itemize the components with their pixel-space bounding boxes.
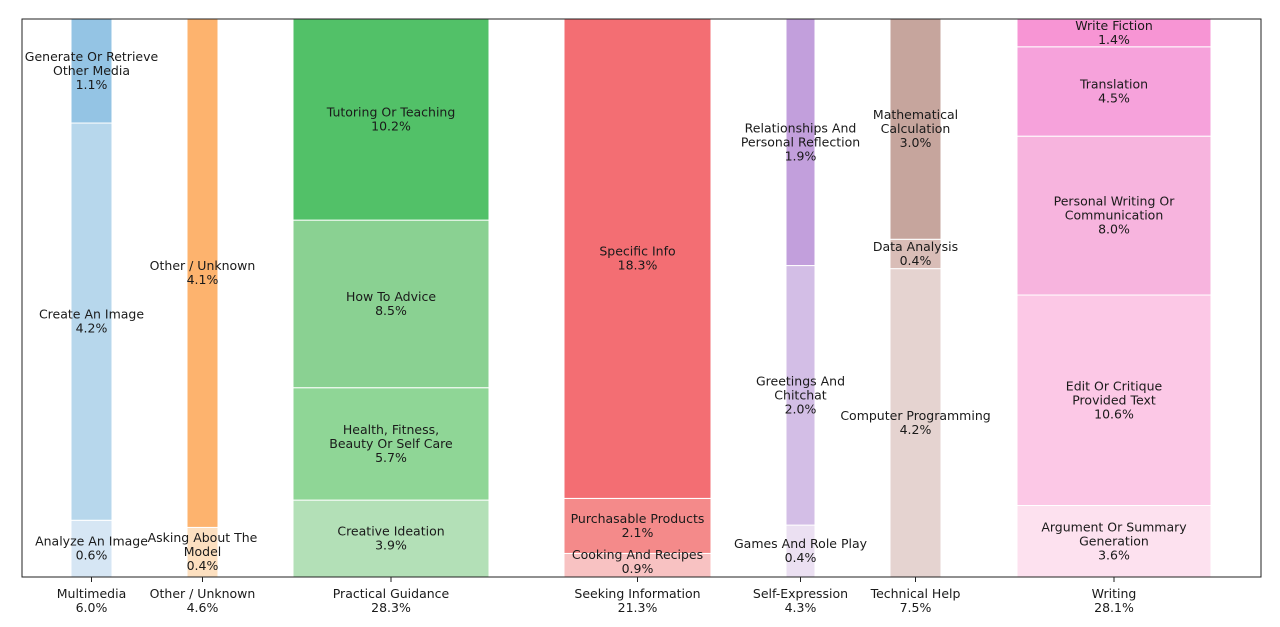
x-axis: Multimedia 6.0% Other / Unknown 4.6% Practic… [57, 577, 1137, 615]
segment-percent: 2.1% [622, 525, 654, 540]
category-total: 28.1% [1094, 600, 1134, 615]
segment-label-cooking-and-recipes: Cooking And Recipes 0.9% [572, 547, 703, 576]
segment-percent: 2.0% [785, 401, 817, 416]
segment-label-analyze-an-image: Analyze An Image 0.6% [35, 534, 148, 563]
category-label-other-unknown: Other / Unknown 4.6% [150, 586, 256, 615]
segment-label-asking-about-the-model: Asking About The Model 0.4% [148, 530, 258, 573]
bar-segment-practical-guidance-creative-ideation [292, 499, 490, 578]
bar-segment-other-unknown-other-unknown [186, 18, 219, 528]
segment-percent: 4.2% [900, 422, 932, 437]
segment-percent: 18.3% [618, 258, 658, 273]
bar-segment-writing-translation [1016, 46, 1212, 137]
segment-label-other-unknown: Other / Unknown 4.1% [150, 258, 256, 287]
segment-label-mathematical-calculation: Mathematical Calculation 3.0% [873, 107, 958, 150]
category-label-multimedia: Multimedia 6.0% [57, 586, 127, 615]
category-total: 6.0% [76, 600, 108, 615]
category-total: 7.5% [900, 600, 932, 615]
category-label-technical-help: Technical Help 7.5% [870, 586, 961, 615]
segment-percent: 0.4% [785, 550, 817, 565]
segment-percent: 4.2% [76, 321, 108, 336]
bar-segment-multimedia-analyze-an-image [70, 519, 113, 578]
category-total: 28.3% [371, 600, 411, 615]
segment-percent: 3.9% [375, 538, 407, 553]
plot-frame [21, 18, 1262, 578]
bar-segment-writing-argument-or-summary-generation [1016, 505, 1212, 578]
bar-segment-self-expression-relationships-and-personal-reflection [785, 18, 816, 267]
bar-segment-seeking-information-specific-info [563, 18, 712, 499]
segment-percent: 0.4% [900, 253, 932, 268]
segment-label-translation: Translation 4.5% [1079, 76, 1148, 105]
bar-segment-multimedia-create-an-image [70, 122, 113, 521]
bar-segment-technical-help-data-analysis [889, 238, 942, 270]
segment-label-health-fitness-beauty-or-self-care: Health, Fitness, Beauty Or Self Care 5.7% [329, 422, 453, 465]
segment-label-purchasable-products: Purchasable Products 2.1% [571, 511, 705, 540]
bar-segment-writing-edit-or-critique-provided-text [1016, 294, 1212, 507]
segment-percent: 1.1% [76, 77, 108, 92]
category-label-seeking-information: Seeking Information 21.3% [574, 586, 700, 615]
bar-segment-practical-guidance-health-fitness-beauty-or-self-care [292, 387, 490, 501]
segment-percent: 3.0% [900, 135, 932, 150]
segment-label-specific-info: Specific Info 18.3% [599, 244, 675, 273]
segment-label-computer-programming: Computer Programming 4.2% [840, 408, 990, 437]
segment-label-creative-ideation: Creative Ideation 3.9% [337, 524, 444, 553]
segment-percent: 1.4% [1098, 32, 1130, 47]
segment-percent: 10.2% [371, 119, 411, 134]
category-label-writing: Writing 28.1% [1092, 586, 1137, 615]
category-total: 4.6% [187, 600, 219, 615]
segment-percent: 3.6% [1098, 547, 1130, 562]
segment-label-how-to-advice: How To Advice 8.5% [346, 289, 436, 318]
category-total: 21.3% [618, 600, 658, 615]
segment-percent: 8.0% [1098, 222, 1130, 237]
segment-percent: 0.9% [622, 561, 654, 576]
bar-segment-practical-guidance-how-to-advice [292, 219, 490, 389]
bar-segment-writing-personal-writing-or-communication [1016, 135, 1212, 296]
bars-layer [70, 18, 1212, 578]
segment-percent: 0.4% [187, 558, 219, 573]
segment-label-relationships-and-personal-reflection: Relationships And Personal Reflection 1.9% [741, 120, 860, 163]
segment-label-generate-or-retrieve-other-media: Generate Or Retrieve Other Media 1.1% [25, 49, 159, 92]
segment-percent: 10.6% [1094, 406, 1134, 421]
segment-label-edit-or-critique-provided-text: Edit Or Critique Provided Text 10.6% [1066, 378, 1163, 421]
bar-segment-technical-help-computer-programming [889, 268, 942, 578]
segment-percent: 1.9% [785, 148, 817, 163]
segment-percent: 0.6% [76, 548, 108, 563]
segment-label-write-fiction: Write Fiction 1.4% [1075, 18, 1153, 47]
category-label-self-expression: Self-Expression 4.3% [753, 586, 848, 615]
segment-percent: 4.5% [1098, 90, 1130, 105]
segment-percent: 5.7% [375, 450, 407, 465]
segment-label-games-and-role-play: Games And Role Play 0.4% [734, 536, 868, 565]
segment-label-tutoring-or-teaching: Tutoring Or Teaching 10.2% [326, 105, 456, 134]
segment-label-argument-or-summary-generation: Argument Or Summary Generation 3.6% [1041, 519, 1187, 562]
segment-labels-layer: Analyze An Image 0.6% Create An Image 4.2% G… [25, 18, 1187, 576]
segment-label-personal-writing-or-communication: Personal Writing Or Communication 8.0% [1054, 194, 1176, 237]
category-label-practical-guidance: Practical Guidance 28.3% [333, 586, 450, 615]
segment-percent: 4.1% [187, 272, 219, 287]
segment-label-create-an-image: Create An Image 4.2% [39, 307, 144, 336]
category-total: 4.3% [785, 600, 817, 615]
bar-segment-technical-help-mathematical-calculation [889, 18, 942, 240]
bar-segment-self-expression-games-and-role-play [785, 524, 816, 578]
bar-segment-practical-guidance-tutoring-or-teaching [292, 18, 490, 221]
bar-segment-other-unknown-asking-about-the-model [186, 526, 219, 578]
bar-segment-self-expression-greetings-and-chitchat [785, 265, 816, 526]
segment-label-data-analysis: Data Analysis 0.4% [873, 239, 958, 268]
segment-percent: 8.5% [375, 303, 407, 318]
segment-label-greetings-and-chitchat: Greetings And Chitchat 2.0% [756, 373, 845, 416]
bar-segment-writing-write-fiction [1016, 18, 1212, 48]
